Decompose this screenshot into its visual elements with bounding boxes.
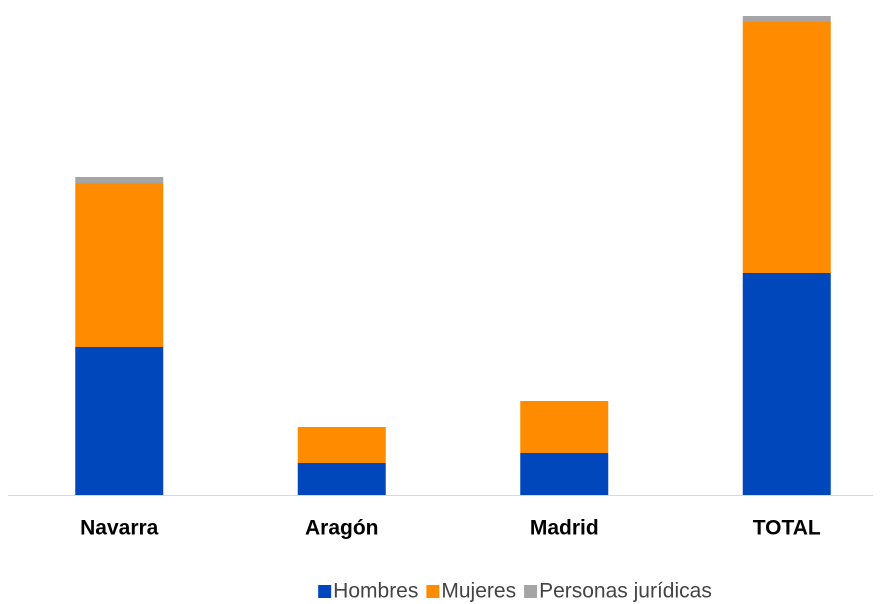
bar-segment xyxy=(520,453,609,495)
bar-segment xyxy=(297,427,386,463)
x-tick-label: Navarra xyxy=(80,517,159,540)
legend-swatch xyxy=(524,585,538,598)
legend-swatch xyxy=(426,585,440,598)
bar-segment xyxy=(75,177,164,183)
legend-label: Personas jurídicas xyxy=(539,580,712,603)
x-tick-label: TOTAL xyxy=(753,517,821,540)
legend-label: Mujeres xyxy=(441,580,516,603)
bar-segment xyxy=(75,347,164,495)
x-tick-label: Madrid xyxy=(530,517,599,540)
bar-segment xyxy=(75,183,164,347)
bar-segment xyxy=(742,16,831,22)
bar-segment xyxy=(742,273,831,495)
bar-segment xyxy=(742,22,831,273)
x-tick-label: Aragón xyxy=(305,517,379,540)
legend-swatch xyxy=(318,585,332,598)
bar-segment xyxy=(520,401,609,453)
bar-segment xyxy=(297,463,386,495)
legend-label: Hombres xyxy=(333,580,418,603)
